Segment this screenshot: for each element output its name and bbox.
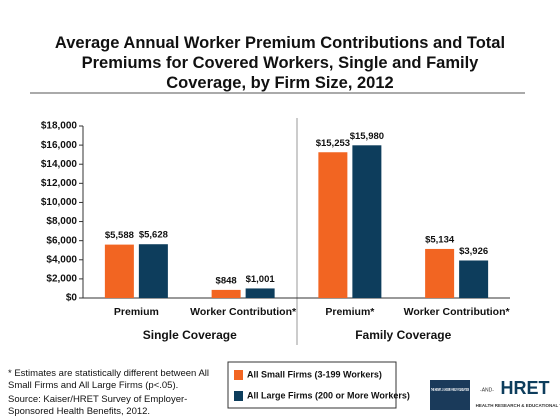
y-tick-label: $2,000 bbox=[46, 274, 77, 285]
y-tick-label: $12,000 bbox=[41, 178, 78, 189]
logo-text: HEALTH RESEARCH & EDUCATIONAL TRUST bbox=[476, 403, 560, 408]
y-tick-label: $10,000 bbox=[41, 197, 78, 208]
footnote: * Estimates are statistically different … bbox=[8, 368, 210, 391]
group-label: Single Coverage bbox=[143, 328, 237, 342]
value-label: $3,926 bbox=[459, 246, 488, 257]
y-tick-label: $18,000 bbox=[41, 121, 78, 132]
legend-label: All Small Firms (3-199 Workers) bbox=[247, 369, 382, 379]
bar bbox=[352, 145, 382, 298]
x-tick-label: Premium bbox=[114, 306, 159, 318]
bar bbox=[318, 152, 348, 298]
value-label: $5,134 bbox=[425, 234, 455, 245]
value-label: $848 bbox=[216, 275, 237, 286]
y-tick-label: $6,000 bbox=[46, 235, 77, 246]
logo-text: THE HENRY J. KAISER FAMILY FOUNDATION bbox=[431, 387, 469, 392]
bar bbox=[138, 244, 168, 298]
bar bbox=[245, 288, 275, 298]
x-tick-label: Premium* bbox=[325, 306, 375, 318]
y-tick-label: $8,000 bbox=[46, 216, 77, 227]
source: Source: Kaiser/HRET Survey of Employer-S… bbox=[8, 394, 188, 417]
bar bbox=[211, 289, 241, 298]
legend-label: All Large Firms (200 or More Workers) bbox=[247, 390, 410, 400]
logo-text: HRET bbox=[501, 378, 550, 398]
y-tick-label: $14,000 bbox=[41, 159, 78, 170]
value-label: $15,253 bbox=[316, 138, 350, 149]
kff-logo bbox=[430, 380, 470, 410]
logo-text: -AND- bbox=[480, 387, 494, 393]
bar bbox=[459, 260, 489, 298]
y-tick-label: $16,000 bbox=[41, 140, 78, 151]
value-label: $1,001 bbox=[246, 274, 276, 285]
value-label: $5,588 bbox=[105, 230, 134, 241]
legend-box bbox=[227, 361, 397, 409]
y-tick-label: $0 bbox=[66, 293, 78, 304]
chart-title: Average Annual Worker Premium Contributi… bbox=[54, 34, 506, 92]
bar bbox=[104, 244, 134, 298]
value-label: $5,628 bbox=[139, 230, 168, 241]
x-tick-label: Worker Contribution* bbox=[404, 306, 511, 318]
x-tick-label: Worker Contribution* bbox=[190, 306, 297, 318]
legend-swatch bbox=[234, 370, 243, 380]
y-tick-label: $4,000 bbox=[46, 254, 77, 265]
group-label: Family Coverage bbox=[355, 328, 451, 342]
legend-swatch bbox=[234, 391, 243, 401]
bar bbox=[425, 248, 455, 298]
value-label: $15,980 bbox=[350, 131, 384, 142]
